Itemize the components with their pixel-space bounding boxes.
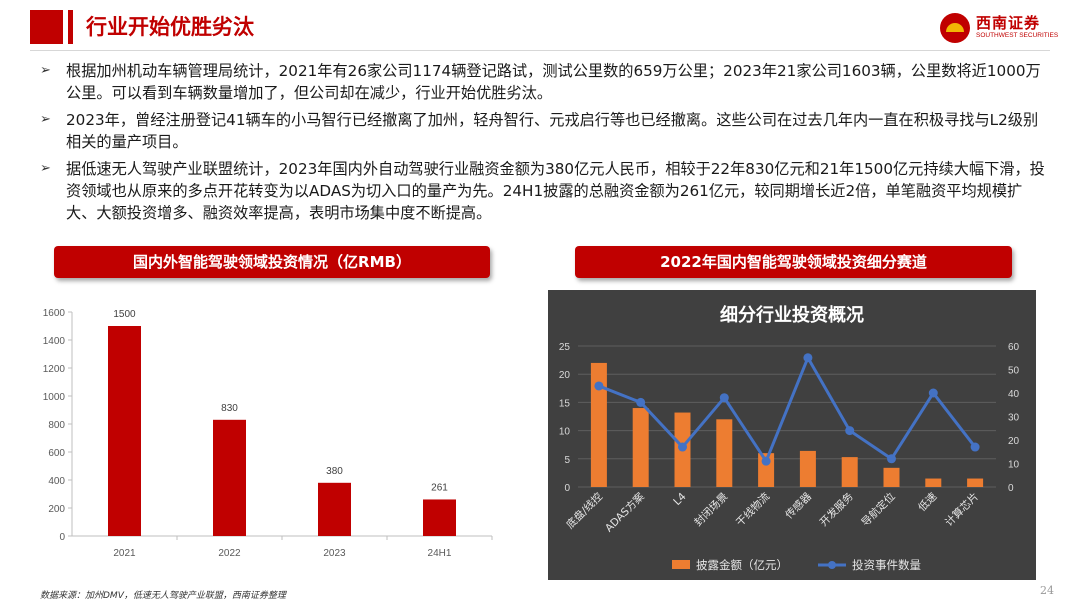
page-title: 行业开始优胜劣汰	[86, 15, 254, 39]
x-tick-label: 低速	[915, 490, 939, 514]
left-y-tick-label: 20	[559, 370, 571, 381]
y-tick-label: 1000	[43, 392, 66, 403]
left-y-tick-label: 0	[564, 483, 570, 494]
logo-emblem-icon	[940, 13, 970, 43]
line-point	[845, 426, 855, 436]
bar	[632, 408, 649, 487]
bar	[590, 362, 607, 487]
header-divider	[30, 50, 1050, 51]
y-tick-label: 1400	[43, 336, 66, 347]
line-point	[803, 353, 813, 363]
header-accent-stripe	[68, 10, 73, 44]
right-y-tick-label: 20	[1008, 436, 1020, 447]
y-tick-label: 1200	[43, 364, 66, 375]
arrow-bullet-icon: ➢	[40, 112, 51, 127]
right-y-tick-label: 0	[1008, 483, 1014, 494]
right-chart-title: 2022年国内智能驾驶领域投资细分赛道	[575, 246, 1012, 278]
x-tick-label: 底盘/线控	[564, 490, 606, 532]
line-point	[887, 454, 896, 464]
y-tick-label: 400	[48, 476, 65, 487]
x-tick-label: L4	[671, 490, 689, 508]
data-label: 830	[221, 403, 238, 414]
bullet-text: 根据加州机动车辆管理局统计，2021年有26家公司1174辆登记路试，测试公里数…	[66, 62, 1041, 102]
bar	[841, 457, 858, 487]
line-point	[761, 456, 771, 466]
x-tick-label: ADAS方案	[602, 490, 647, 535]
bullet-item: ➢ 2023年，曾经注册登记41辆车的小马智行已经撤离了加州，轻舟智行、元戎启行…	[40, 109, 1050, 153]
legend-label: 披露金额（亿元）	[696, 558, 788, 572]
x-tick-label: 导航定位	[859, 490, 898, 529]
right-y-tick-label: 30	[1008, 413, 1020, 424]
x-tick-label: 封闭场景	[692, 490, 731, 529]
bar	[883, 467, 900, 487]
right-y-tick-label: 10	[1008, 460, 1020, 471]
left-y-tick-label: 25	[559, 342, 571, 353]
y-tick-label: 600	[48, 448, 65, 459]
x-tick-label: 开发服务	[817, 490, 856, 529]
logo-name-en: SOUTHWEST SECURITIES	[976, 32, 1059, 39]
line-point	[928, 388, 938, 398]
header-accent-block	[30, 10, 63, 44]
bullet-text: 2023年，曾经注册登记41辆车的小马智行已经撤离了加州，轻舟智行、元戎启行等也…	[66, 111, 1039, 151]
source-note: 数据来源：加州DMV，低速无人驾驶产业联盟，西南证券整理	[40, 591, 286, 601]
y-tick-label: 800	[48, 420, 65, 431]
company-logo: 西南证券 SOUTHWEST SECURITIES	[940, 12, 1058, 44]
y-tick-label: 0	[59, 532, 65, 543]
y-tick-label: 1600	[43, 308, 66, 319]
x-tick-label: 干线物流	[733, 490, 772, 529]
legend-line-marker	[828, 561, 836, 569]
arrow-bullet-icon: ➢	[40, 63, 51, 78]
data-label: 380	[326, 466, 343, 477]
bullet-text: 据低速无人驾驶产业联盟统计，2023年国内外自动驾驶行业融资金额为380亿元人民…	[66, 160, 1045, 222]
line-point	[970, 442, 980, 452]
left-y-tick-label: 5	[564, 455, 570, 466]
x-tick-label: 2021	[113, 548, 136, 559]
page-number: 24	[1040, 584, 1054, 597]
investment-bar-chart: 0 200 400 600 800 1000 1200 1400 1600 1500 2021 830…	[43, 308, 493, 559]
bullet-item: ➢ 据低速无人驾驶产业联盟统计，2023年国内外自动驾驶行业融资金额为380亿元…	[40, 158, 1050, 224]
bullet-list: ➢ 根据加州机动车辆管理局统计，2021年有26家公司1174辆登记路试，测试公…	[40, 60, 1050, 229]
x-tick-label: 24H1	[428, 548, 452, 559]
combo-chart-title: 细分行业投资概况	[720, 304, 864, 326]
data-label: 1500	[113, 309, 136, 320]
line-point	[719, 393, 729, 403]
right-y-tick-label: 50	[1008, 366, 1020, 377]
logo-name-cn: 西南证券	[976, 14, 1041, 32]
line-point	[636, 397, 646, 407]
series-line	[598, 354, 977, 465]
bar	[213, 419, 246, 536]
bar	[799, 450, 816, 487]
left-chart-title: 国内外智能驾驶领域投资情况（亿RMB）	[54, 246, 490, 278]
bar	[423, 499, 456, 536]
legend-bar-swatch	[672, 560, 690, 569]
bar	[108, 326, 141, 536]
segment-combo-chart: 细分行业投资概况 0 5 10 15 20 25 0 10 20 30 40 50 60 底盘/线控ADAS…	[548, 290, 1036, 580]
right-y-tick-label: 60	[1008, 342, 1020, 353]
x-tick-label: 计算芯片	[942, 490, 981, 529]
right-y-tick-label: 40	[1008, 389, 1020, 400]
x-tick-label: 传感器	[783, 490, 815, 522]
bar	[925, 478, 942, 487]
left-y-tick-label: 15	[559, 398, 571, 409]
bar	[967, 478, 984, 487]
left-y-tick-label: 10	[559, 427, 571, 438]
arrow-bullet-icon: ➢	[40, 161, 51, 176]
x-tick-label: 2023	[323, 548, 346, 559]
line-point	[594, 381, 604, 391]
bar	[318, 482, 351, 536]
data-label: 261	[431, 482, 448, 493]
legend-label: 投资事件数量	[852, 558, 921, 572]
line-point	[678, 442, 687, 452]
x-tick-label: 2022	[218, 548, 241, 559]
bullet-item: ➢ 根据加州机动车辆管理局统计，2021年有26家公司1174辆登记路试，测试公…	[40, 60, 1050, 104]
bar	[716, 419, 733, 487]
y-tick-label: 200	[48, 504, 65, 515]
